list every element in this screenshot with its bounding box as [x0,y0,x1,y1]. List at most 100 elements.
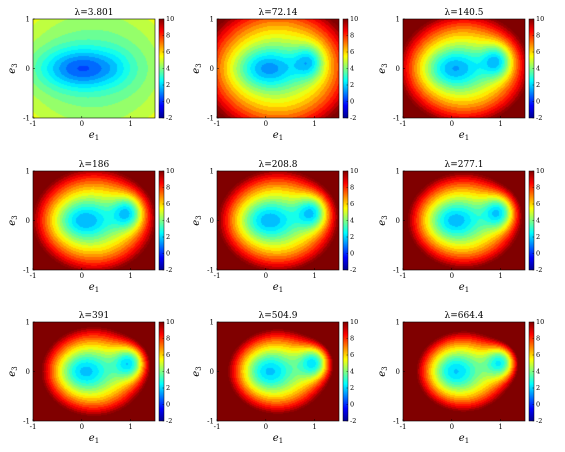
y-axis-label: e3 [191,63,203,73]
colorbar-tick-label: 8 [166,335,170,343]
colorbar-tick-label: 4 [350,217,354,225]
colorbar-tick-label: 0 [536,98,540,106]
x-tick-label: 1 [498,272,502,280]
x-tick-label: 0 [80,272,84,280]
y-tick-label: 0 [26,368,30,376]
x-axis-label: e1 [459,130,469,142]
panel-title: λ=391 [79,311,109,321]
contour-image [217,19,339,118]
x-tick-label: 0 [450,272,454,280]
y-tick-label: 1 [26,168,30,176]
x-tick-label: 1 [312,272,316,280]
y-tick-label: -1 [207,418,214,426]
x-axis-label: e1 [459,282,469,294]
y-tick-label: 0 [26,65,30,73]
y-axis-label: e3 [191,366,203,376]
colorbar-tick-label: 8 [166,184,170,192]
y-axis-label: e3 [377,215,389,225]
panel-title: λ=504.9 [258,311,297,321]
y-axis-label: e3 [377,63,389,73]
y-tick-label: -1 [393,115,400,123]
colorbar-tick-label: 8 [536,184,540,192]
x-tick-label: 1 [128,120,132,128]
y-axis-label: e3 [7,63,19,73]
colorbar-tick-label: 4 [350,368,354,376]
y-tick-label: 0 [210,368,214,376]
x-tick-label: 1 [498,120,502,128]
y-axis-label: e3 [7,215,19,225]
x-tick-label: 0 [80,423,84,431]
y-tick-label: -1 [393,418,400,426]
colorbar-tick-label: 6 [166,200,170,208]
colorbar-tick-label: 2 [166,233,170,241]
colorbar-tick-label: 2 [536,81,540,89]
colorbar-tick-label: -2 [166,417,172,425]
colorbar-tick-label: 4 [166,368,170,376]
panel-title: λ=3.801 [74,8,113,18]
colorbar-tick-label: -2 [536,266,542,274]
x-tick-label: -1 [30,423,37,431]
colorbar-tick-label: 6 [350,48,354,56]
y-tick-label: 0 [26,217,30,225]
colorbar-tick-label: 0 [166,98,170,106]
y-tick-label: 0 [210,217,214,225]
colorbar-tick-label: 6 [536,200,540,208]
y-tick-label: 1 [396,319,400,327]
colorbar-tick-label: -2 [350,266,356,274]
x-tick-label: 0 [80,120,84,128]
y-tick-label: 1 [396,168,400,176]
contour-image [33,322,155,421]
contour-image [33,19,155,118]
colorbar-tick-label: 0 [536,250,540,258]
colorbar-tick-label: 10 [166,15,174,23]
colorbar-tick-label: 4 [166,217,170,225]
x-tick-label: -1 [214,423,221,431]
colorbar-tick-label: -2 [350,417,356,425]
panel-title: λ=664.4 [444,311,483,321]
y-tick-label: 0 [396,217,400,225]
colorbar-tick-label: 10 [166,167,174,175]
y-tick-label: 0 [396,65,400,73]
colorbar-tick-label: 0 [350,401,354,409]
panel-title: λ=140.5 [444,8,483,18]
x-tick-label: 1 [498,423,502,431]
x-tick-label: 0 [450,120,454,128]
y-tick-label: -1 [207,267,214,275]
x-axis-label: e1 [273,433,283,445]
y-tick-label: 0 [210,65,214,73]
y-tick-label: 0 [396,368,400,376]
y-axis-label: e3 [377,366,389,376]
colorbar-tick-label: 2 [166,384,170,392]
x-tick-label: 1 [312,423,316,431]
colorbar-tick-label: -2 [166,114,172,122]
contour-panel: λ=208.8 -1 0 1 -1 0 1 e1 e3 -2 0 2 4 6 8 10 [191,160,358,294]
x-axis-label: e1 [273,130,283,142]
panel-title: λ=208.8 [258,160,297,170]
colorbar-tick-label: 4 [536,65,540,73]
colorbar-tick-label: 8 [350,32,354,40]
y-tick-label: 1 [210,168,214,176]
contour-panel: λ=391 -1 0 1 -1 0 1 e1 e3 -2 0 2 4 6 8 10 [7,311,174,445]
x-tick-label: -1 [400,120,407,128]
colorbar-tick-label: 0 [350,98,354,106]
colorbar-tick-label: 4 [536,217,540,225]
contour-panel: λ=186 -1 0 1 -1 0 1 e1 e3 -2 0 2 4 6 8 10 [7,160,174,294]
colorbar-tick-label: 10 [350,167,358,175]
contour-panel: λ=277.1 -1 0 1 -1 0 1 e1 e3 -2 0 2 4 6 8 10 [377,160,544,294]
contour-panel: λ=3.801 -1 0 1 -1 0 1 e1 e3 -2 0 2 4 6 8 10 [7,8,174,142]
colorbar-tick-label: 0 [166,401,170,409]
contour-image [403,171,525,270]
x-axis-label: e1 [459,433,469,445]
y-axis-label: e3 [191,215,203,225]
colorbar-tick-label: 4 [350,65,354,73]
colorbar-tick-label: 0 [166,250,170,258]
colorbar-tick-label: 10 [536,167,544,175]
x-axis-label: e1 [89,282,99,294]
colorbar-tick-label: 8 [350,335,354,343]
x-tick-label: 1 [128,272,132,280]
colorbar-tick-label: 6 [350,351,354,359]
colorbar-tick-label: 6 [166,48,170,56]
y-tick-label: 1 [26,16,30,24]
colorbar-tick-label: 2 [166,81,170,89]
